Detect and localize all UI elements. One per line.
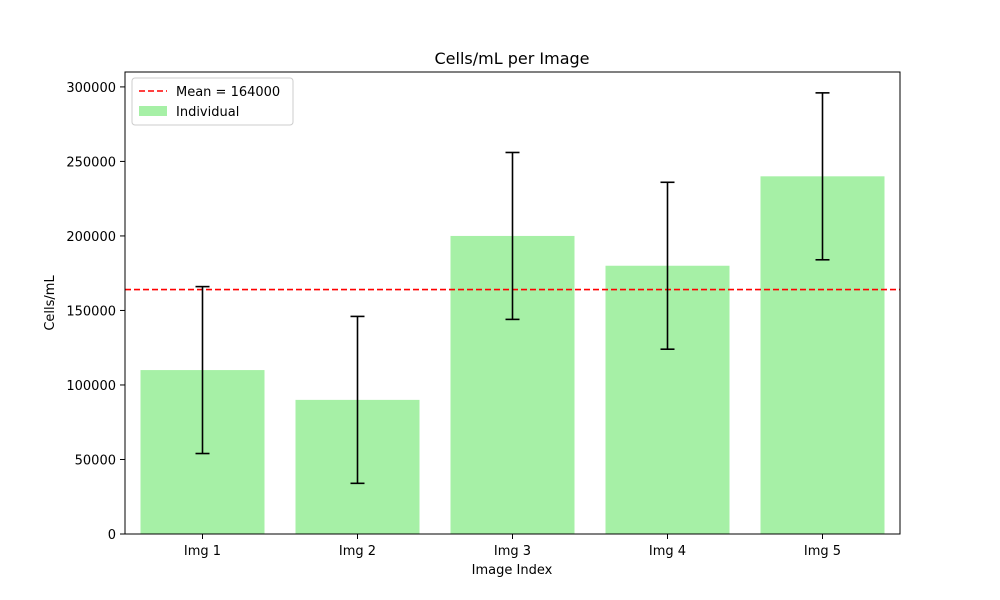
x-tick-label-2: Img 2	[339, 544, 376, 559]
x-tick-label-3: Img 3	[494, 544, 531, 559]
x-tick-label-1: Img 1	[184, 544, 221, 559]
chart-title: Cells/mL per Image	[435, 49, 590, 68]
legend: Mean = 164000 Individual	[131, 77, 294, 126]
x-axis-label: Image Index	[472, 563, 553, 578]
legend-mean-label: Mean = 164000	[176, 85, 280, 100]
error-bar-3	[505, 151, 520, 321]
error-bar-5	[815, 92, 830, 261]
y-tick-label-100000: 100000	[66, 379, 116, 394]
error-bar-4	[660, 181, 675, 351]
error-bar-1	[195, 285, 210, 455]
y-tick-label-250000: 250000	[66, 155, 116, 170]
error-bar-2	[350, 315, 365, 485]
plot-area: Img 1 Img 2 Img 3 Img 4 Img 5 0 50000 100000 150…	[66, 81, 900, 559]
y-tick-label-200000: 200000	[66, 230, 116, 245]
legend-box	[131, 77, 294, 126]
y-tick-label-0: 0	[108, 528, 116, 543]
y-tick-label-150000: 150000	[66, 304, 116, 319]
y-tick-label-300000: 300000	[66, 81, 116, 96]
legend-individual-swatch	[139, 106, 167, 116]
y-axis-label: Cells/mL	[43, 275, 58, 331]
axes-frame	[124, 71, 901, 535]
x-tick-label-5: Img 5	[804, 544, 841, 559]
legend-individual-label: Individual	[176, 105, 239, 120]
x-tick-label-4: Img 4	[649, 544, 686, 559]
y-tick-label-50000: 50000	[75, 453, 116, 468]
